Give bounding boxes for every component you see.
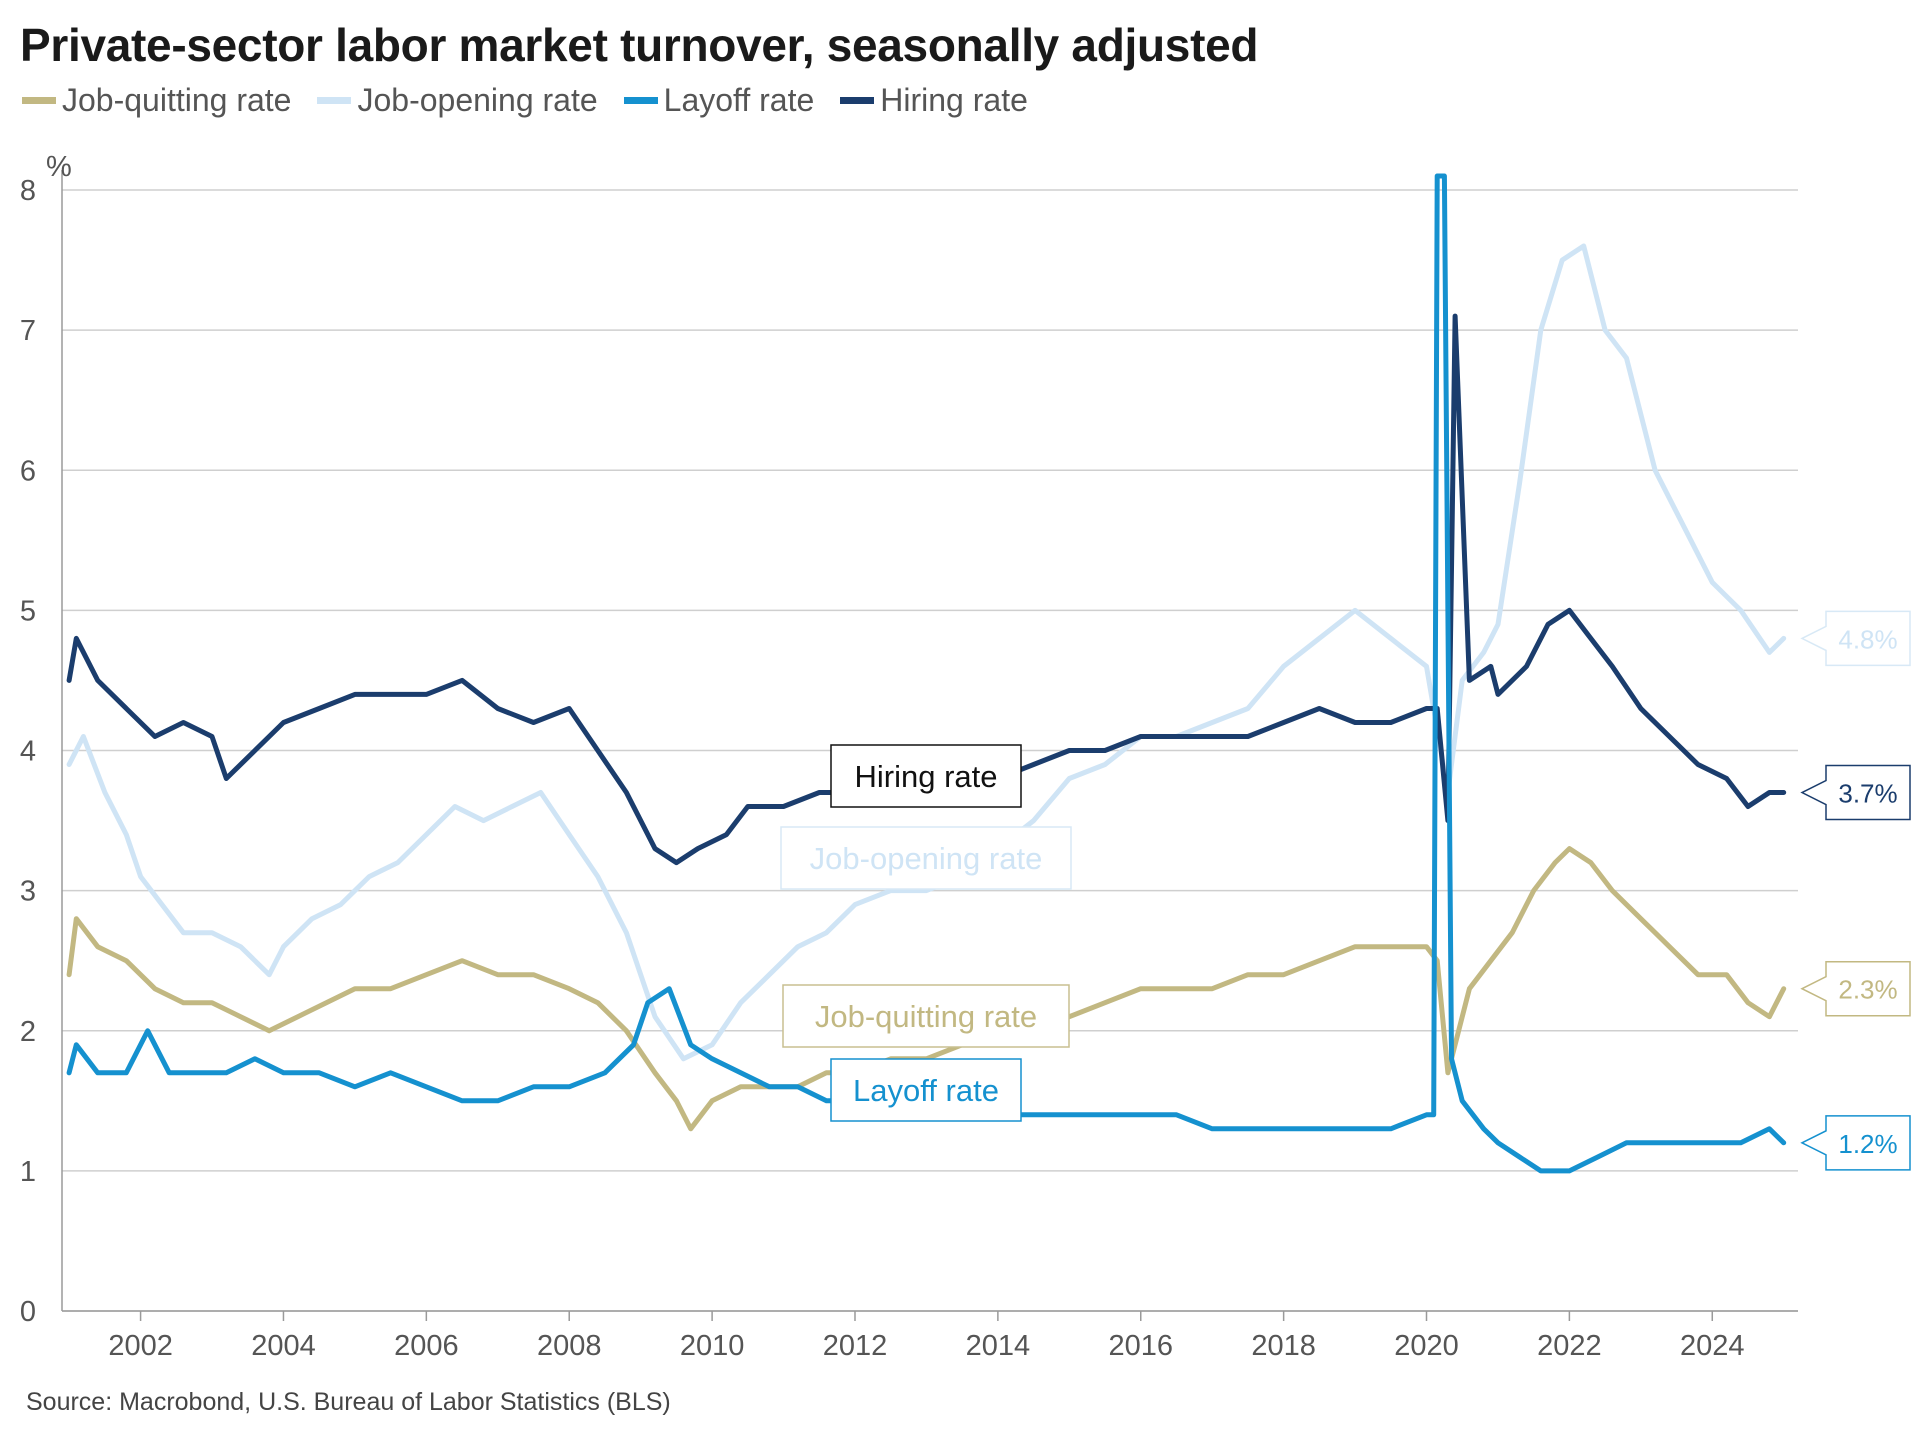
- end-label-box: [1800, 610, 1911, 667]
- x-tick-label: 2020: [1394, 1330, 1459, 1362]
- x-tick-label: 2018: [1251, 1330, 1316, 1362]
- legend-item-opening: Job-opening rate: [317, 81, 598, 119]
- legend-swatch-layoff: [623, 96, 658, 104]
- x-tick-label: 2004: [251, 1330, 316, 1362]
- end-label-box: [1800, 1115, 1911, 1171]
- y-tick-label: 5: [20, 595, 36, 627]
- end-value-labels: 4.8% 3.7% 2.3% 1.2%: [1800, 610, 1911, 1171]
- legend-item-quitting: Job-quitting rate: [22, 82, 291, 119]
- legend-label-quitting: Job-quitting rate: [62, 81, 292, 118]
- y-tick-label: 1: [20, 1156, 36, 1188]
- end-label-box: [1800, 764, 1911, 821]
- series-line-job-quitting-rate: [66, 846, 1787, 1132]
- y-tick-label: 8: [20, 175, 36, 207]
- end-value-label: 4.8%: [1838, 624, 1897, 654]
- x-tick-label: 2008: [537, 1330, 602, 1362]
- end-label-box: [1800, 960, 1911, 1017]
- annotation-label: Hiring rate: [855, 759, 998, 794]
- x-axis: 2002 2004 2006 2008 2010 2012 2014 2016 2018 2020…: [62, 1310, 1798, 1362]
- y-tick-label: 6: [20, 455, 36, 487]
- annotation-box: [782, 984, 1070, 1048]
- legend-item-layoff: Layoff rate: [623, 81, 815, 119]
- legend-label-layoff: Layoff rate: [663, 81, 815, 118]
- x-tick-label: 2022: [1537, 1330, 1602, 1362]
- legend-swatch-quitting: [22, 96, 56, 104]
- annotation-box: [830, 1058, 1022, 1122]
- end-value-label: 3.7%: [1838, 779, 1897, 809]
- annotation-label: Job-quitting rate: [815, 999, 1037, 1034]
- series-line-job-opening-rate: [66, 243, 1787, 1062]
- y-axis: 0 1 2 3 4 5 6 7 8: [20, 170, 63, 1328]
- x-tick-label: 2010: [680, 1330, 745, 1362]
- annotation-box: [780, 826, 1072, 890]
- x-tick-label: 2006: [394, 1330, 459, 1362]
- chart-title: Private-sector labor market turnover, se…: [20, 19, 1259, 71]
- legend-swatch-opening: [317, 96, 352, 104]
- x-tick-label: 2024: [1680, 1330, 1745, 1362]
- end-value-label: 1.2%: [1838, 1129, 1897, 1159]
- legend: Job-quitting rate Job-opening rate Layof…: [22, 80, 1028, 120]
- y-unit-label: %: [46, 151, 72, 183]
- x-tick-label: 2012: [823, 1330, 888, 1362]
- x-tick-label: 2002: [108, 1330, 173, 1362]
- legend-item-hiring: Hiring rate: [840, 82, 1028, 119]
- series-annotations: Hiring rate Job-opening rate Job-quitting …: [780, 744, 1072, 1122]
- annotation-label: Layoff rate: [853, 1073, 999, 1108]
- source-note: Source: Macrobond, U.S. Bureau of Labor …: [26, 1388, 671, 1416]
- y-tick-label: 4: [20, 736, 36, 768]
- x-tick-label: 2016: [1108, 1330, 1173, 1362]
- legend-label-hiring: Hiring rate: [880, 81, 1028, 118]
- legend-label-opening: Job-opening rate: [357, 81, 598, 118]
- y-tick-label: 0: [20, 1296, 36, 1328]
- x-tick-label: 2014: [966, 1330, 1031, 1362]
- legend-swatch-hiring: [840, 96, 875, 104]
- end-value-label: 2.3%: [1838, 975, 1897, 1005]
- y-tick-label: 7: [20, 315, 36, 347]
- y-tick-label: 2: [20, 1016, 36, 1048]
- annotation-label: Job-opening rate: [810, 841, 1043, 876]
- y-tick-label: 3: [20, 876, 36, 908]
- annotation-box: [830, 744, 1022, 808]
